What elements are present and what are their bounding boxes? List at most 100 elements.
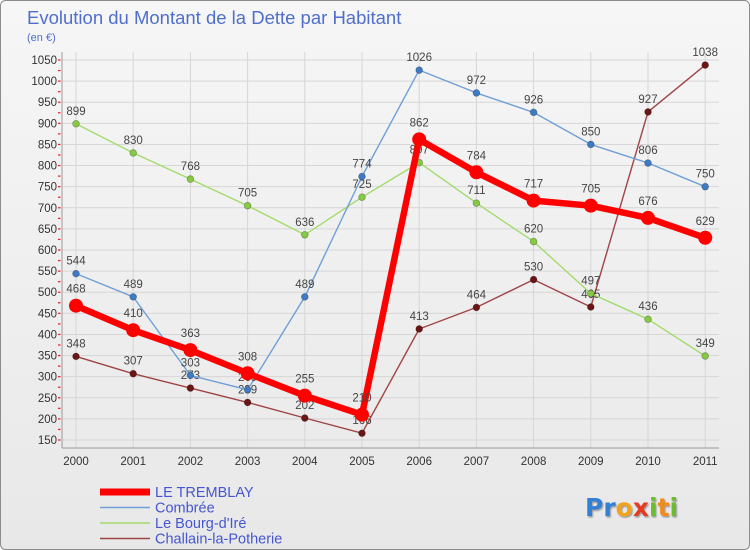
value-label-combree-2008: 926 — [524, 94, 543, 106]
y-tick-label: 300 — [38, 372, 57, 384]
y-tick-label: 800 — [38, 161, 57, 173]
data-point-challain-la-potherie-2003 — [243, 398, 252, 407]
logo-letter: o — [616, 493, 633, 522]
x-tick-label: 2008 — [521, 456, 547, 468]
value-label-le-tremblay-2009: 705 — [581, 184, 600, 196]
x-tick-label: 2000 — [63, 456, 89, 468]
series-line-combree — [75, 69, 706, 391]
data-point-combree-2011 — [701, 182, 709, 191]
data-point-combree-2001 — [129, 293, 138, 301]
data-point-le-tremblay-2006 — [412, 132, 427, 147]
value-label-combree-2002: 303 — [181, 357, 200, 369]
value-label-le-bourg-d-ire-2003: 705 — [238, 188, 257, 200]
x-tick-label: 2009 — [578, 456, 604, 468]
data-point-combree-2005 — [358, 172, 366, 181]
logo-letter: i — [649, 493, 658, 522]
value-label-le-bourg-d-ire-2002: 768 — [181, 161, 200, 173]
value-label-combree-2004: 489 — [295, 279, 314, 291]
data-point-combree-2000 — [72, 269, 80, 278]
x-tick-label: 2011 — [693, 456, 718, 468]
legend-item-challain-la-potherie: Challain-la-Potherie — [100, 532, 282, 548]
value-label-le-tremblay-2011: 629 — [696, 216, 715, 228]
logo-letter: P — [585, 493, 603, 522]
data-point-combree-2002 — [186, 371, 195, 380]
value-label-combree-2001: 489 — [124, 279, 143, 291]
legend-label-le-bourg-d-ire: Le Bourg-d'Iré — [155, 516, 246, 532]
data-point-le-tremblay-2005 — [355, 407, 369, 422]
x-tick-label: 2010 — [635, 456, 661, 468]
value-label-challain-la-potherie-2008: 530 — [524, 262, 543, 274]
value-label-combree-2007: 972 — [467, 75, 486, 87]
value-label-le-tremblay-2010: 676 — [638, 196, 657, 208]
data-point-challain-la-potherie-2010 — [644, 108, 652, 116]
y-tick-label: 550 — [38, 266, 57, 278]
logo-text: Proxiti — [585, 493, 678, 522]
legend-label-le-tremblay: LE TREMBLAY — [155, 485, 254, 501]
value-label-le-bourg-d-ire-2001: 830 — [124, 135, 143, 147]
data-point-challain-la-potherie-2009 — [586, 303, 595, 311]
legend-item-le-bourg-d-ire: Le Bourg-d'Iré — [100, 516, 246, 532]
value-label-le-tremblay-2006: 862 — [410, 117, 429, 129]
series-line-le-bourg-d-ire — [75, 123, 706, 357]
data-point-challain-la-potherie-2008 — [529, 275, 538, 284]
value-label-le-bourg-d-ire-2000: 899 — [66, 106, 85, 118]
value-label-le-tremblay-2007: 784 — [467, 150, 487, 162]
y-tick-label: 500 — [38, 287, 57, 299]
data-point-le-bourg-d-ire-2011 — [701, 352, 709, 360]
value-label-le-tremblay-2002: 363 — [181, 328, 200, 340]
value-label-combree-2005: 774 — [352, 159, 372, 171]
value-label-combree-2000: 544 — [66, 256, 86, 268]
value-label-le-tremblay-2001: 410 — [124, 308, 143, 320]
proxiti-logo: Proxiti — [585, 493, 678, 522]
legend-label-challain-la-potherie: Challain-la-Potherie — [155, 532, 282, 548]
data-point-le-tremblay-2008 — [526, 193, 541, 208]
data-point-le-tremblay-2004 — [297, 388, 312, 403]
value-label-challain-la-potherie-2006: 413 — [410, 311, 429, 323]
y-tick-label: 750 — [38, 182, 57, 194]
y-tick-label: 400 — [38, 329, 57, 341]
data-point-challain-la-potherie-2004 — [300, 414, 309, 422]
data-point-le-bourg-d-ire-2007 — [472, 199, 481, 207]
data-point-le-tremblay-2000 — [69, 298, 83, 313]
value-label-le-tremblay-2008: 717 — [524, 179, 543, 191]
logo-letter: i — [670, 493, 679, 522]
data-point-le-tremblay-2010 — [641, 210, 655, 225]
data-point-combree-2010 — [644, 159, 652, 167]
data-point-le-tremblay-2009 — [583, 198, 598, 213]
y-tick-label: 450 — [38, 308, 57, 320]
series: 3483072732392021664134645304659271038899… — [66, 47, 718, 438]
y-tick-label: 200 — [38, 414, 57, 426]
x-tick-label: 2002 — [178, 456, 204, 468]
data-point-combree-2009 — [586, 140, 595, 149]
y-tick-label: 900 — [38, 118, 57, 130]
x-tick-label: 2003 — [235, 456, 261, 468]
data-point-challain-la-potherie-2006 — [415, 325, 424, 333]
value-label-le-bourg-d-ire-2004: 636 — [295, 217, 314, 229]
value-label-challain-la-potherie-2007: 464 — [467, 289, 487, 301]
y-tick-label: 600 — [38, 245, 57, 257]
data-point-challain-la-potherie-2001 — [129, 369, 138, 378]
chart-title: Evolution du Montant de la Dette par Hab… — [27, 7, 401, 28]
value-label-le-tremblay-2003: 308 — [238, 351, 257, 363]
data-point-combree-2006 — [415, 66, 424, 74]
series-line-le-tremblay — [72, 136, 709, 418]
logo-letter: t — [658, 493, 670, 522]
data-point-combree-2007 — [472, 89, 481, 97]
y-tick-label: 250 — [38, 393, 57, 405]
data-point-combree-2003 — [243, 385, 252, 394]
legend-item-le-tremblay: LE TREMBLAY — [100, 485, 254, 501]
value-label-le-bourg-d-ire-2008: 620 — [524, 224, 543, 236]
value-label-le-tremblay-2000: 468 — [66, 284, 85, 296]
data-point-le-tremblay-2002 — [183, 343, 198, 358]
y-tick-label: 650 — [38, 224, 57, 236]
value-label-challain-la-potherie-2004: 202 — [295, 400, 314, 412]
x-tick-label: 2004 — [292, 456, 318, 468]
value-label-challain-la-potherie-2010: 927 — [638, 94, 657, 106]
data-point-le-bourg-d-ire-2008 — [529, 237, 538, 246]
data-point-challain-la-potherie-2002 — [186, 384, 195, 392]
legend-label-combree: Combrée — [155, 501, 215, 517]
data-point-le-bourg-d-ire-2009 — [586, 289, 595, 298]
data-point-combree-2004 — [300, 293, 309, 301]
